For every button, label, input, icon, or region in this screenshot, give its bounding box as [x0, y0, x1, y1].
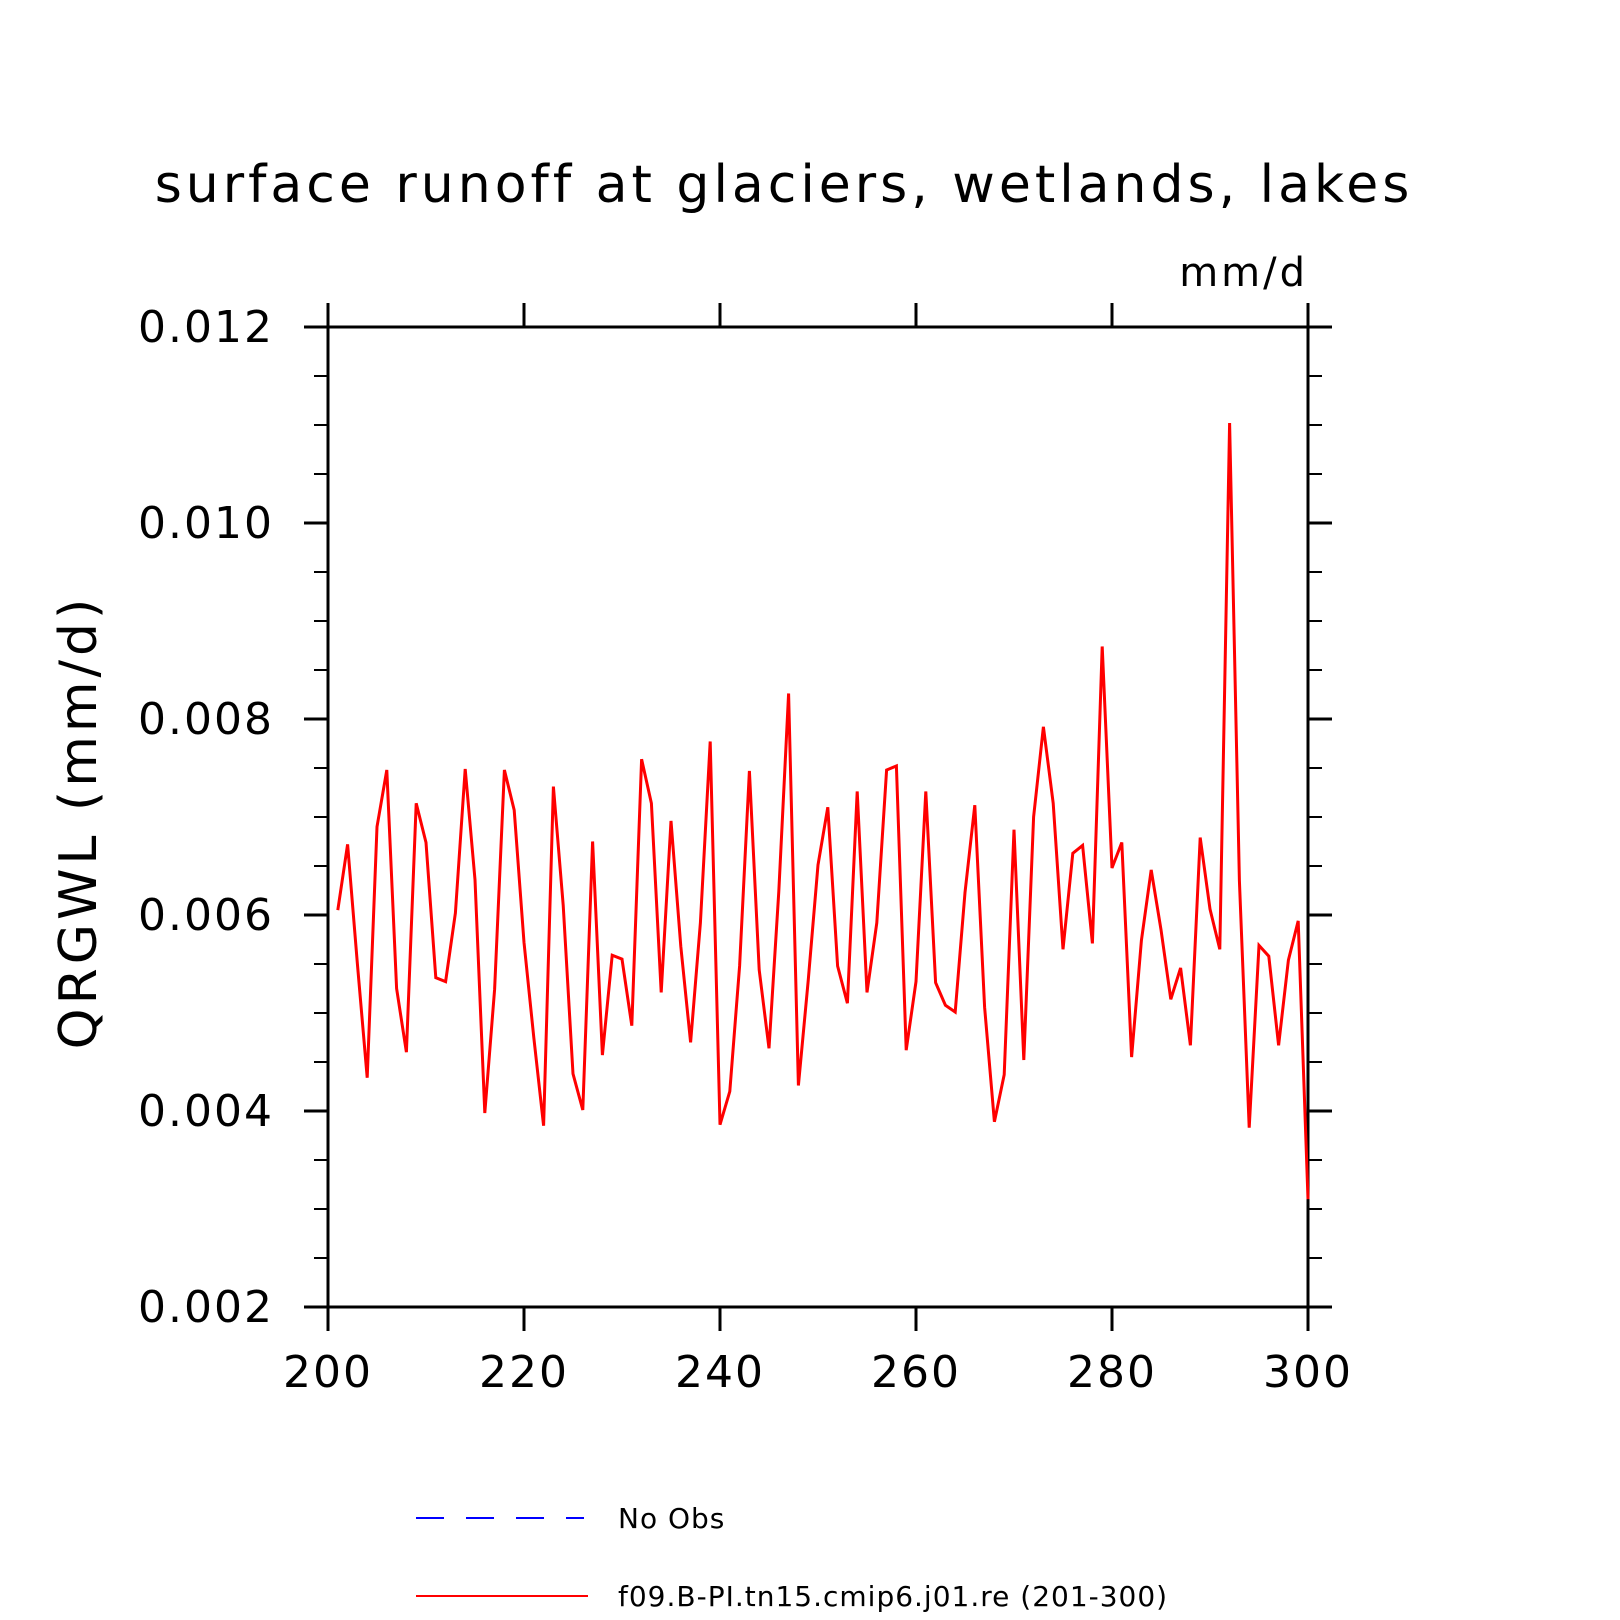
x-tick-label: 220 [479, 1347, 569, 1398]
legend-label-model: f09.B-PI.tn15.cmip6.j01.re (201-300) [618, 1580, 1168, 1613]
x-tick-label: 280 [1067, 1347, 1157, 1398]
x-tick-label: 240 [675, 1347, 765, 1398]
legend-label-no-obs: No Obs [618, 1502, 725, 1535]
x-axis: 200 220 240 260 280 300 [283, 303, 1353, 1398]
y-tick-label: 0.012 [138, 302, 274, 353]
y-tick-label: 0.006 [138, 890, 274, 941]
legend: No Obs f09.B-PI.tn15.cmip6.j01.re (201-3… [416, 1502, 1168, 1613]
plot-area [326, 325, 1310, 1309]
y-axis-label: QRGWL (mm/d) [49, 595, 109, 1050]
x-tick-label: 300 [1263, 1347, 1353, 1398]
chart-title: surface runoff at glaciers, wetlands, la… [155, 155, 1414, 215]
x-tick-label: 200 [283, 1347, 373, 1398]
units-label: mm/d [1179, 250, 1308, 296]
y-tick-label: 0.008 [138, 694, 274, 745]
y-tick-label: 0.002 [138, 1282, 274, 1333]
plot-frame [326, 325, 1310, 1309]
y-tick-label: 0.004 [138, 1086, 274, 1137]
y-tick-label: 0.010 [138, 498, 274, 549]
series-layer [336, 422, 1310, 1200]
y-axis: 0.012 0.010 0.008 0.006 0.004 0.002 [138, 302, 1332, 1333]
series-line [336, 422, 1310, 1200]
x-tick-label: 260 [871, 1347, 961, 1398]
